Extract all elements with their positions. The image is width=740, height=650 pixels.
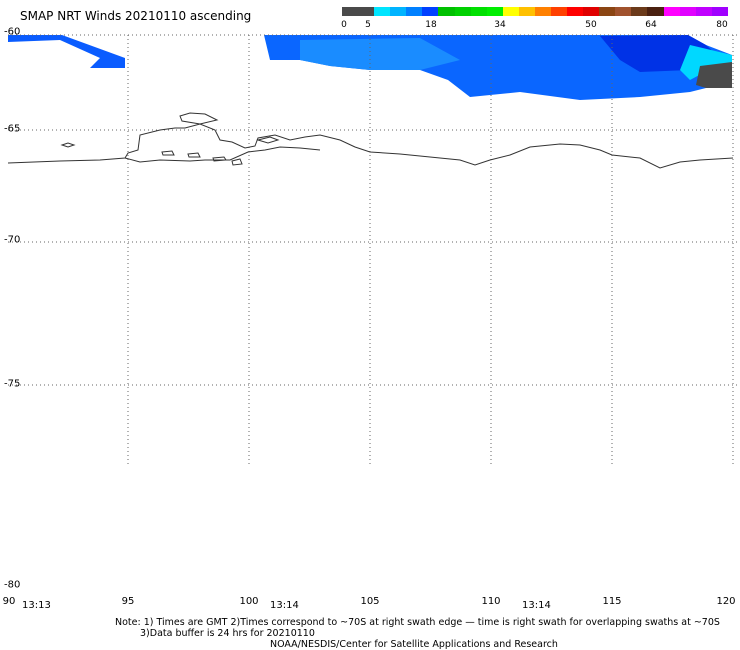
colorbar-segment [615, 7, 632, 16]
colorbar-label: 5 [365, 20, 371, 30]
coastline [7, 112, 734, 169]
colorbar-segment [358, 7, 375, 16]
colorbar-label: 18 [425, 20, 437, 30]
colorbar-segment [679, 7, 696, 16]
colorbar-segment [374, 7, 391, 16]
lon-tick-label: 100 [239, 596, 259, 607]
lat-tick-label: -60 [4, 26, 21, 38]
colorbar-segment [390, 7, 407, 16]
lat-tick-label: -65 [4, 123, 21, 135]
colorbar-label: 64 [645, 20, 657, 30]
colorbar-segment [567, 7, 584, 16]
colorbar-label: 80 [716, 20, 728, 30]
note-line-2: 3)Data buffer is 24 hrs for 20210110 [140, 628, 315, 639]
colorbar-segment [695, 7, 712, 16]
wind-swath [8, 35, 732, 100]
lat-tick-label: -70 [4, 234, 21, 246]
colorbar-segment [422, 7, 439, 16]
colorbar-segment [534, 7, 552, 16]
colorbar-segment [647, 7, 664, 16]
colorbar-segment [599, 7, 616, 16]
swath-time-label: 13:13 [22, 600, 51, 611]
colorbar-segment [551, 7, 568, 16]
colorbar-label: 0 [341, 20, 347, 30]
colorbar-segment [438, 7, 455, 16]
lat-tick-label: -75 [4, 378, 21, 390]
note-line-1: Note: 1) Times are GMT 2)Times correspon… [115, 617, 720, 628]
colorbar-label: 34 [494, 20, 506, 30]
lon-tick-label: 120 [716, 596, 736, 607]
swath-time-label: 13:14 [522, 600, 551, 611]
colorbar-segment [583, 7, 600, 16]
colorbar-segment [631, 7, 648, 16]
colorbar-segment [663, 7, 680, 16]
lon-tick-label: 105 [360, 596, 380, 607]
lon-tick-label: 95 [121, 596, 135, 607]
colorbar-segment [711, 7, 728, 16]
swath-time-label: 13:14 [270, 600, 299, 611]
colorbar-segment [518, 7, 535, 16]
colorbar-segment [342, 7, 359, 16]
colorbar-segment [470, 7, 487, 16]
colorbar-segment [454, 7, 471, 16]
colorbar-segment [486, 7, 503, 16]
colorbar-label: 50 [585, 20, 597, 30]
map-title: SMAP NRT Winds 20210110 ascending [20, 9, 252, 23]
graticule [8, 34, 740, 465]
lat-tick-label: -80 [4, 579, 21, 591]
lon-tick-label: 110 [481, 596, 501, 607]
credit-line: NOAA/NESDIS/Center for Satellite Applica… [270, 639, 558, 650]
wind-speed-colorbar [342, 7, 728, 16]
colorbar-segment [502, 7, 519, 16]
lon-tick-label: 90 [2, 596, 16, 607]
colorbar-segment [406, 7, 423, 16]
lon-tick-label: 115 [602, 596, 622, 607]
